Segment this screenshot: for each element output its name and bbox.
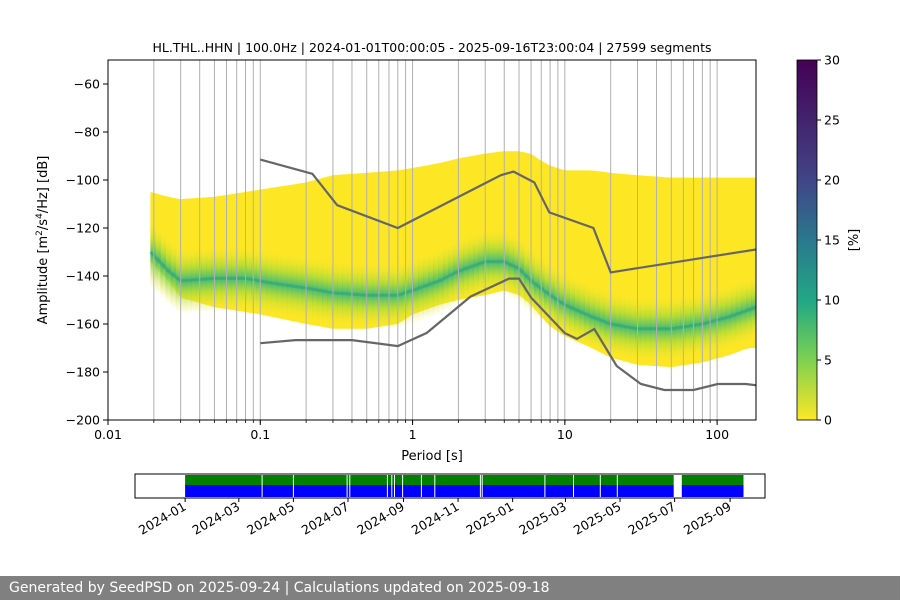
availability-bar: 2024-01 2024-03 2024-05 2024-07 2024-09 2024-… [134,473,766,538]
psd-figure: HL.THL..HHN | 100.0Hz | 2024-01-01T00:00… [35,40,862,538]
availability-tick-label: 2025-03 [516,499,569,538]
availability-tick-label: 2024-11 [409,499,462,538]
colorbar-tick-label: 15 [824,233,840,248]
noise-model-curves [260,158,756,392]
availability-bottom-segment [681,485,744,497]
y-tick-label: −200 [66,413,100,428]
availability-tick-label: 2024-09 [354,499,407,538]
y-axis-label: Amplitude [m2/s4/Hz] [dB] [35,156,51,325]
availability-top-segment [185,475,674,485]
chart-title: HL.THL..HHN | 100.0Hz | 2024-01-01T00:00… [152,40,711,55]
y-tick-label: −100 [66,173,100,188]
x-axis: 0.01 0.1 1 10 100 [94,420,729,442]
y-axis: −60 −80 −100 −120 −140 −160 −180 −200 [66,77,108,428]
x-tick-label: 100 [705,427,729,442]
x-axis-label: Period [s] [401,449,463,464]
availability-tick-label: 2024-01 [136,499,189,538]
plot-area: 0.01 0.1 1 10 100 −60 −80 −100 −120 −140 −160 −180… [35,59,757,464]
psd-mode-line [149,250,756,331]
availability-tick-label: 2024-05 [244,499,297,538]
colorbar: 0 5 10 15 20 25 30 [%] [796,53,862,428]
colorbar-ticks: 0 5 10 15 20 25 30 [817,53,840,428]
colorbar-gradient [796,59,818,421]
colorbar-tick-label: 25 [824,113,840,128]
availability-bottom-segment [185,485,674,497]
nhnm-curve [260,158,756,274]
footer-bar: Generated by SeedPSD on 2025-09-24 | Cal… [0,576,900,600]
availability-tick-label: 2025-05 [571,499,624,538]
y-tick-label: −120 [66,221,100,236]
x-tick-label: 0.1 [250,427,270,442]
y-tick-label: −160 [66,317,100,332]
x-tick-label: 1 [409,427,417,442]
availability-tick-label: 2025-07 [625,499,678,538]
colorbar-tick-label: 0 [824,413,832,428]
colorbar-label: [%] [847,229,862,252]
availability-top-segment [681,475,744,485]
availability-tick-label: 2025-01 [463,499,516,538]
psd-heatmap [149,151,756,368]
colorbar-tick-label: 30 [824,53,840,68]
y-tick-label: −180 [66,365,100,380]
y-tick-label: −140 [66,269,100,284]
availability-tick-label: 2024-07 [299,499,352,538]
availability-frame [134,473,766,499]
availability-segments [185,475,744,497]
availability-tick-label: 2024-03 [190,499,243,538]
plot-frame [107,59,757,421]
colorbar-tick-label: 5 [824,353,832,368]
availability-axis: 2024-01 2024-03 2024-05 2024-07 2024-09 2024-… [136,498,734,538]
x-tick-label: 10 [557,427,573,442]
y-tick-label: −60 [74,77,100,92]
x-tick-label: 0.01 [94,427,122,442]
y-tick-label: −80 [74,125,100,140]
nlnm-curve [260,277,756,392]
colorbar-tick-label: 10 [824,293,840,308]
colorbar-tick-label: 20 [824,173,840,188]
availability-tick-label: 2025-09 [681,499,734,538]
period-gridlines [153,60,718,420]
footer-text: Generated by SeedPSD on 2025-09-24 | Cal… [9,580,550,596]
plot-content [149,60,756,420]
